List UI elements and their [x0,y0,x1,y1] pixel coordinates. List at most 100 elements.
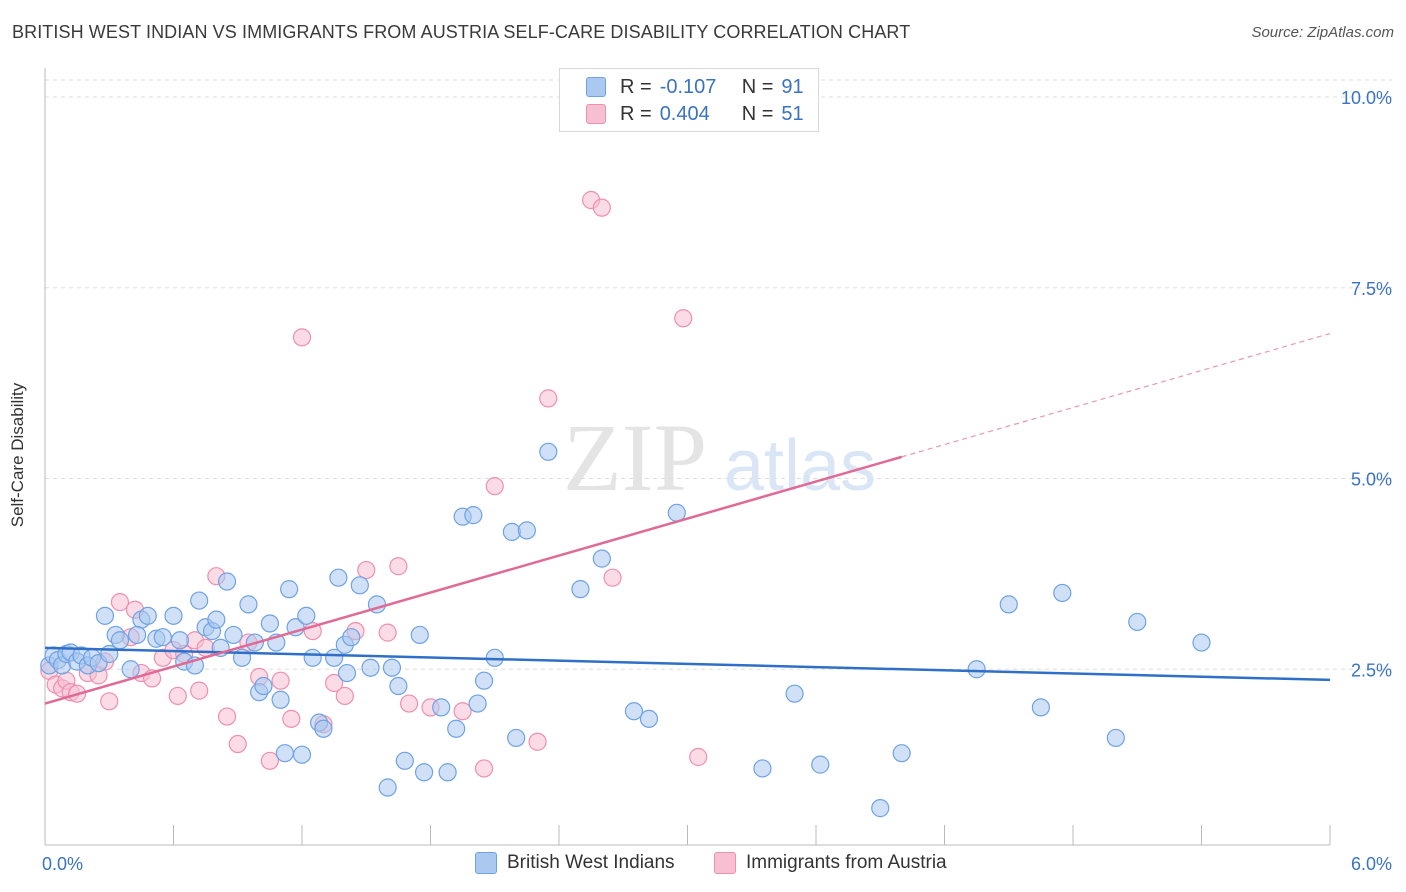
data-point-british-west-indians [432,698,451,717]
data-point-british-west-indians [571,580,590,599]
legend-label: Immigrants from Austria [746,852,947,873]
data-point-british-west-indians [314,719,333,738]
data-point-immigrants-from-austria [168,686,187,706]
tick-labels: 2.5% 5.0% 7.5% 10.0% 0.0% 6.0% [42,88,1392,874]
legend-r-value: -0.107 [659,75,717,98]
data-point-british-west-indians [260,614,279,633]
data-point-british-west-indians [121,660,140,679]
data-point-british-west-indians [350,576,369,595]
legend-r-label: R = [620,102,652,125]
data-point-british-west-indians [224,625,243,645]
data-point-british-west-indians [438,763,457,782]
data-point-british-west-indians [110,631,130,650]
x-tick-label-max: 6.0% [1351,854,1392,874]
data-point-british-west-indians [1031,698,1050,717]
gridlines [45,79,1392,670]
legend-item-immigrants-from-austria[interactable]: Immigrants from Austria [714,852,947,874]
data-point-british-west-indians [297,606,316,625]
trendline-immigrants-from-austria-projected [901,332,1331,458]
data-point-british-west-indians [785,684,804,703]
watermark-zip: ZIP [563,404,707,511]
data-point-british-west-indians [1128,612,1147,632]
data-point-british-west-indians [170,631,190,650]
data-point-british-west-indians [325,648,344,667]
data-point-immigrants-from-austria [528,732,547,751]
data-point-british-west-indians [892,744,911,763]
data-point-british-west-indians [217,572,237,591]
y-tick-label: 7.5% [1351,279,1392,299]
data-point-british-west-indians [410,625,429,645]
data-point-immigrants-from-austria [674,309,693,328]
data-point-british-west-indians [271,690,290,709]
data-point-british-west-indians [239,595,258,614]
legend-row-british-west-indians: R = -0.107 N = 91 [586,74,804,100]
y-tick-label: 5.0% [1351,470,1392,490]
data-point-british-west-indians [292,745,312,764]
data-point-british-west-indians [1192,633,1211,652]
data-point-immigrants-from-austria [282,709,301,728]
data-point-immigrants-from-austria [389,557,408,576]
data-point-british-west-indians [254,676,273,696]
data-point-british-west-indians [395,751,414,770]
data-point-immigrants-from-austria [378,623,397,642]
data-point-british-west-indians [389,676,408,696]
data-point-immigrants-from-austria [271,671,290,690]
legend-swatch-blue [586,77,606,97]
data-point-british-west-indians [164,606,183,625]
data-point-british-west-indians [303,648,322,667]
data-point-british-west-indians [468,694,487,713]
data-point-british-west-indians [342,628,361,647]
trendlines [44,332,1331,705]
source-credit: Source: ZipAtlas.com [1251,24,1394,41]
data-point-british-west-indians [100,644,119,664]
data-point-immigrants-from-austria [603,568,622,587]
legend-swatch-pink [714,852,736,874]
correlation-legend: R = -0.107 N = 91 R = 0.404 N = 51 [559,68,819,132]
data-point-british-west-indians [517,521,536,540]
legend-row-immigrants-from-austria: R = 0.404 N = 51 [586,101,804,127]
legend-swatch-blue [475,852,497,874]
axes [44,68,1331,846]
data-point-immigrants-from-austria [260,751,279,770]
data-point-british-west-indians [967,660,986,679]
data-point-british-west-indians [337,663,357,683]
data-point-british-west-indians [592,549,611,568]
legend-n-label: N = [741,75,774,98]
data-point-immigrants-from-austria [110,593,130,612]
data-point-british-west-indians [95,606,115,625]
data-point-british-west-indians [378,778,397,797]
data-point-immigrants-from-austria [592,198,611,217]
data-point-british-west-indians [474,671,494,690]
data-point-british-west-indians [999,595,1018,614]
data-point-british-west-indians [361,658,380,677]
data-point-immigrants-from-austria [335,686,354,706]
watermark-atlas: atlas [724,426,876,506]
data-point-british-west-indians [127,625,147,645]
trendline-immigrants-from-austria [44,455,903,705]
data-point-british-west-indians [207,610,226,629]
y-tick-label: 2.5% [1351,660,1392,680]
x-tick-label-min: 0.0% [42,854,83,874]
data-point-immigrants-from-austria [485,477,504,496]
data-point-immigrants-from-austria [228,734,247,754]
data-point-immigrants-from-austria [539,389,558,408]
legend-swatch-pink [586,104,606,124]
data-point-immigrants-from-austria [100,692,119,711]
data-point-immigrants-from-austria [689,747,708,767]
data-point-british-west-indians [1053,583,1072,603]
data-point-immigrants-from-austria [357,560,376,580]
data-point-british-west-indians [464,506,483,525]
data-point-british-west-indians [507,728,526,748]
legend-item-british-west-indians[interactable]: British West Indians [475,852,675,874]
data-point-british-west-indians [329,568,348,587]
chart-title: BRITISH WEST INDIAN VS IMMIGRANTS FROM A… [12,22,911,42]
series-legend: British West Indians Immigrants from Aus… [0,852,1406,878]
legend-n-label: N = [741,102,774,125]
data-point-british-west-indians [382,658,402,677]
legend-n-value: 51 [781,102,804,125]
data-point-immigrants-from-austria [399,694,419,713]
data-point-immigrants-from-austria [217,707,237,726]
data-point-british-west-indians [639,709,659,728]
data-point-immigrants-from-austria [292,328,312,347]
